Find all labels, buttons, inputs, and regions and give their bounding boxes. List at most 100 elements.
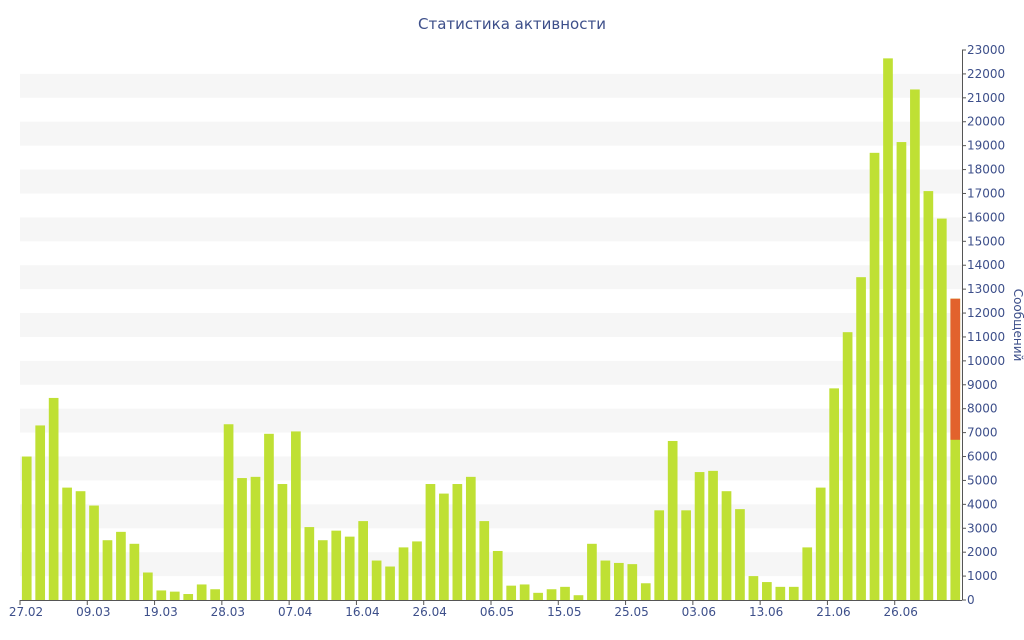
bar [842, 332, 853, 600]
bar [223, 424, 234, 600]
bar [694, 472, 705, 600]
bar [950, 298, 961, 600]
bar [775, 586, 786, 600]
grid-band [20, 456, 962, 481]
bar [788, 586, 799, 600]
y-axis-title: Сообщений [1011, 289, 1024, 362]
bar [425, 484, 436, 600]
y-tick-label: 11000 [967, 330, 1005, 344]
bar [291, 431, 301, 600]
x-tick-label: 13.06 [749, 605, 783, 619]
y-tick-label: 6000 [967, 450, 998, 464]
y-tick-label: 2000 [967, 545, 998, 559]
grid-band [20, 360, 962, 385]
highlight-segment [950, 298, 961, 440]
bar [560, 586, 570, 600]
bar [708, 470, 718, 600]
bar [815, 487, 826, 600]
x-tick-label: 26.04 [413, 605, 447, 619]
grid-band [20, 313, 962, 337]
bar [600, 560, 611, 600]
grid-band [20, 169, 962, 194]
bar [304, 527, 315, 600]
y-tick-label: 12000 [967, 306, 1005, 320]
bar [277, 484, 288, 600]
bar [802, 547, 813, 600]
bar [573, 595, 584, 600]
bar [250, 476, 261, 600]
bar [735, 509, 745, 600]
y-tick-label: 5000 [967, 473, 998, 487]
y-tick-label: 8000 [967, 402, 998, 416]
bar [910, 89, 920, 601]
y-tick-label: 15000 [967, 234, 1005, 248]
bar [829, 388, 840, 600]
bar [116, 531, 126, 600]
y-tick-label: 17000 [967, 186, 1005, 200]
y-tick-label: 3000 [967, 521, 998, 535]
bar [344, 536, 355, 600]
bar [883, 58, 893, 600]
bar [142, 572, 153, 600]
bar [156, 590, 167, 600]
bar [264, 433, 274, 600]
bar [398, 547, 409, 600]
bar [317, 540, 328, 600]
bar [748, 576, 759, 600]
bar [210, 589, 220, 600]
x-tick-label: 28.03 [211, 605, 245, 619]
bar [75, 491, 86, 600]
bar [465, 476, 476, 600]
y-tick-label: 18000 [967, 163, 1005, 177]
x-tick-label: 21.06 [816, 605, 850, 619]
x-tick-label: 03.06 [682, 605, 716, 619]
bar [721, 491, 732, 600]
bar [439, 493, 449, 600]
bar [89, 505, 99, 600]
x-tick-label: 25.05 [614, 605, 648, 619]
y-tick-label: 22000 [967, 67, 1005, 81]
bar [35, 425, 46, 600]
x-tick-label: 27.02 [9, 605, 43, 619]
bar [613, 562, 624, 600]
x-tick-label: 09.03 [76, 605, 110, 619]
bar [681, 510, 691, 600]
bar [452, 484, 463, 600]
y-tick-label: 20000 [967, 115, 1005, 129]
bar [48, 397, 59, 600]
bar [169, 591, 180, 600]
y-tick-label: 16000 [967, 210, 1005, 224]
bar [869, 152, 880, 600]
x-tick-label: 06.05 [480, 605, 514, 619]
y-tick-label: 10000 [967, 354, 1005, 368]
y-tick-label: 13000 [967, 282, 1005, 296]
bar [196, 584, 207, 600]
y-tick-label: 21000 [967, 91, 1005, 105]
x-tick-label: 26.06 [884, 605, 918, 619]
bar [21, 456, 32, 600]
bar [492, 550, 503, 600]
bar [412, 541, 422, 600]
bar [654, 510, 665, 600]
bar [331, 530, 342, 600]
bar [936, 218, 947, 600]
grid-band [20, 265, 962, 290]
bar [896, 142, 907, 600]
y-tick-label: 23000 [967, 43, 1005, 57]
bar [371, 560, 382, 600]
x-tick-label: 16.04 [345, 605, 379, 619]
y-tick-label: 19000 [967, 139, 1005, 153]
grid-band [20, 408, 962, 433]
bar [627, 564, 638, 600]
y-tick-label: 7000 [967, 426, 998, 440]
grid-band [20, 217, 962, 242]
y-tick-label: 0 [967, 593, 975, 607]
bar [183, 594, 194, 600]
x-tick-label: 15.05 [547, 605, 581, 619]
bar [923, 191, 934, 600]
y-tick-label: 9000 [967, 378, 998, 392]
y-tick-label: 1000 [967, 569, 998, 583]
bar [62, 487, 72, 600]
grid-band [20, 121, 962, 146]
